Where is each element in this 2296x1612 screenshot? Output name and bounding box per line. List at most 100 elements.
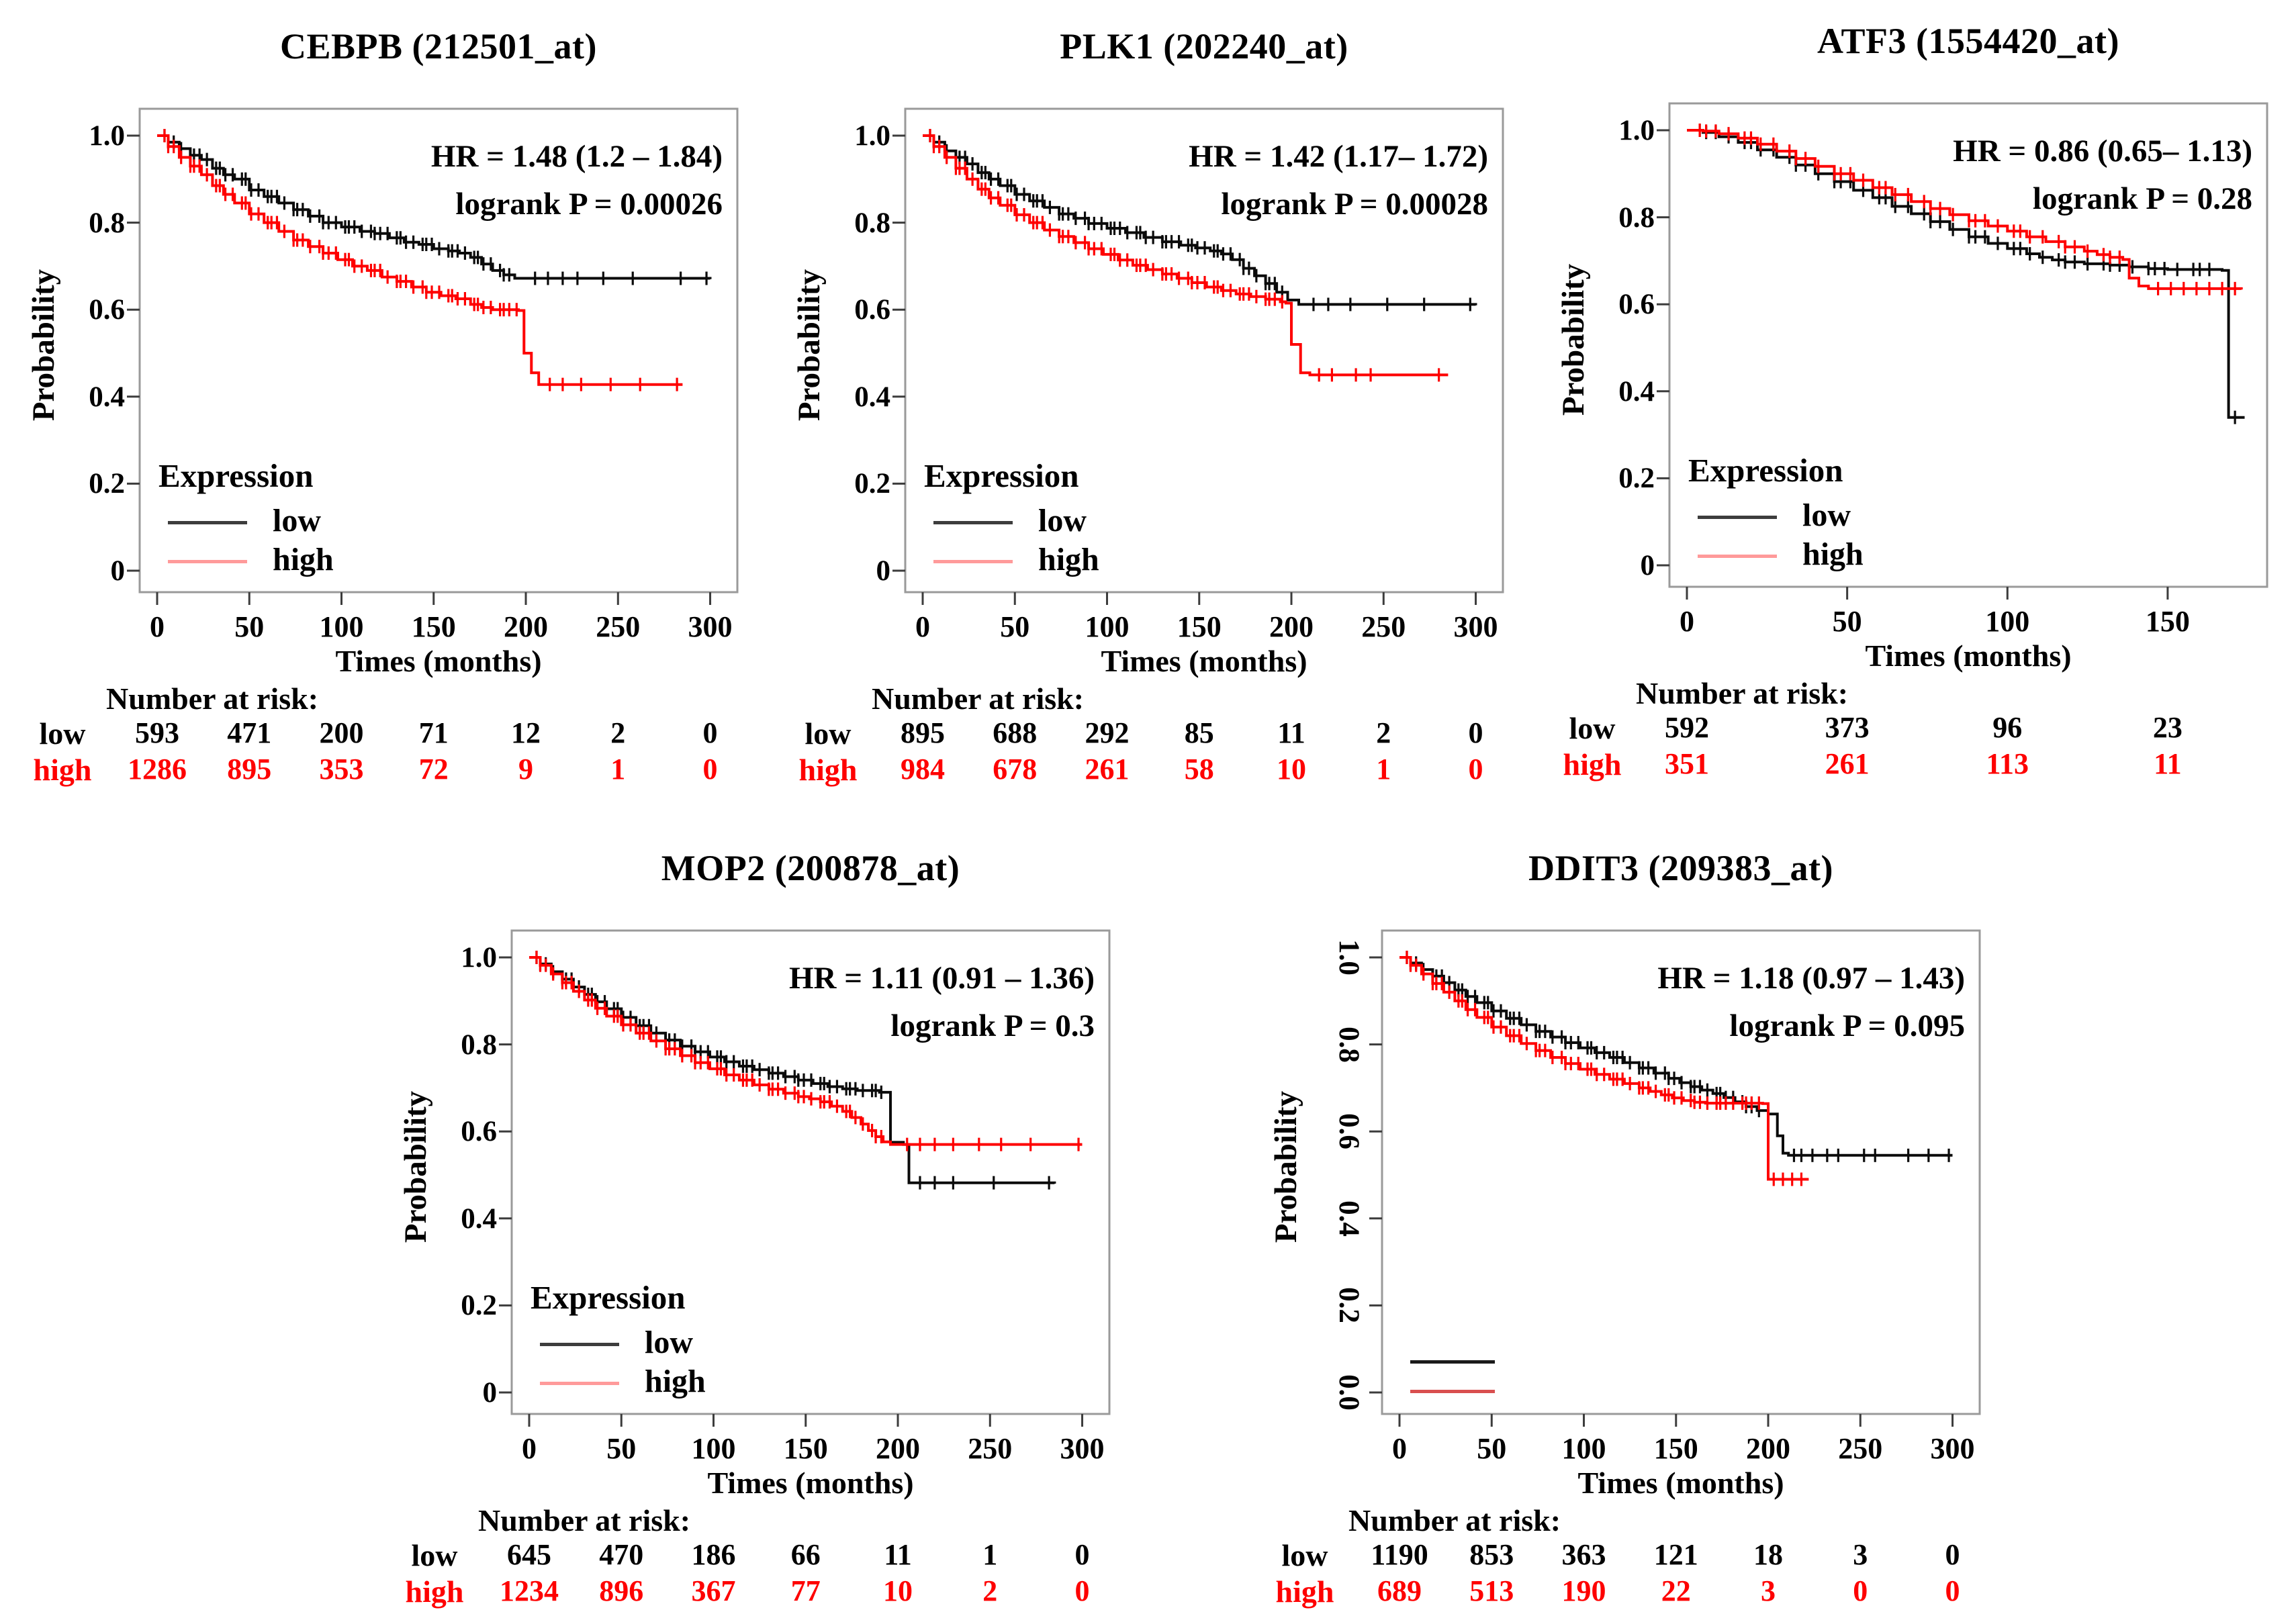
risk-count: 363	[1561, 1538, 1606, 1571]
x-axis-label: Times (months)	[335, 644, 542, 678]
hr-annotation: HR = 1.11 (0.91 – 1.36)	[789, 961, 1095, 996]
km-curve-high	[923, 134, 1449, 377]
x-tick-label: 250	[596, 610, 641, 643]
plot-title: CEBPB (212501_at)	[280, 26, 597, 66]
y-tick-label: 0.4	[854, 381, 890, 413]
risk-count: 190	[1561, 1574, 1606, 1607]
y-tick-label: 0.2	[89, 468, 125, 500]
x-tick-label: 0	[915, 610, 930, 643]
risk-count: 645	[507, 1538, 551, 1571]
hr-annotation: HR = 1.48 (1.2 – 1.84)	[430, 139, 723, 174]
y-tick-label: 0.4	[1333, 1200, 1365, 1237]
risk-row-high: high 1286 895 353 72 9 1 0	[5, 752, 766, 790]
x-tick-label: 50	[234, 610, 265, 643]
plot-frame	[1381, 929, 1981, 1415]
km-curve-high	[157, 134, 683, 386]
risk-count: 113	[1986, 747, 2029, 780]
km-curve-low	[923, 134, 1477, 306]
risk-count: 0	[1074, 1538, 1090, 1571]
x-tick-label: 50	[1832, 605, 1862, 638]
x-tick-label: 150	[1653, 1432, 1698, 1465]
stats-annotation: HR = 1.42 (1.17– 1.72) logrank P = 0.000…	[932, 133, 1488, 228]
logrank-annotation: logrank P = 0.28	[2032, 181, 2252, 216]
risk-row-label-high: high	[33, 753, 92, 787]
x-tick-label: 150	[411, 610, 456, 643]
y-tick-label: 1.0	[89, 120, 125, 152]
risk-row-high: high 1234 896 367 77 10 2 0	[377, 1574, 1138, 1611]
y-tick-label: 1.0	[461, 942, 497, 974]
risk-row-label-low: low	[411, 1538, 458, 1572]
logrank-annotation: logrank P = 0.095	[1729, 1008, 1965, 1043]
y-tick-label: 0.6	[461, 1116, 497, 1148]
risk-row-high: high 984 678 261 58 10 1 0	[771, 752, 1532, 790]
risk-row-label-high: high	[1275, 1574, 1334, 1609]
y-tick-label: 1.0	[1333, 939, 1365, 976]
y-tick-label: 0.6	[1333, 1113, 1365, 1150]
risk-table-title: Number at risk:	[1636, 676, 1849, 710]
plot-frame	[1668, 102, 2268, 588]
x-axis-label: Times (months)	[1577, 1466, 1784, 1500]
risk-count: 186	[691, 1538, 736, 1571]
risk-table-title: Number at risk:	[106, 681, 319, 716]
y-tick-label: 0	[482, 1377, 498, 1409]
risk-count: 261	[1085, 753, 1130, 786]
y-tick-label: 0	[1640, 550, 1655, 581]
risk-count: 18	[1753, 1538, 1784, 1571]
risk-table-title: Number at risk:	[872, 681, 1085, 716]
y-tick-label: 0.8	[89, 207, 125, 239]
risk-row-label-high: high	[798, 753, 858, 787]
risk-count: 513	[1469, 1574, 1514, 1607]
risk-row-low: low 1190 853 363 121 18 3 0	[1248, 1537, 2009, 1575]
x-tick-label: 200	[504, 610, 549, 643]
risk-count: 0	[1468, 716, 1483, 749]
risk-count: 471	[227, 716, 272, 749]
x-tick-label: 150	[2145, 605, 2190, 638]
x-tick-label: 300	[1060, 1432, 1105, 1465]
x-tick-label: 300	[1453, 610, 1498, 643]
logrank-annotation: logrank P = 0.00026	[455, 186, 723, 222]
km-curve-low	[1687, 129, 2245, 419]
risk-count: 593	[135, 716, 179, 749]
risk-count: 688	[993, 716, 1038, 749]
km-plot-plk1: PLK1 (202240_at) HR = 1.42 (1.17– 1.72) …	[771, 8, 1532, 790]
x-tick-label: 250	[1838, 1432, 1883, 1465]
km-curves-canvas	[127, 107, 739, 605]
km-curve-high	[1687, 129, 2243, 290]
plot-frame	[510, 929, 1111, 1415]
risk-row-label-high: high	[1563, 747, 1622, 781]
plot-title: ATF3 (1554420_at)	[1817, 21, 2119, 61]
km-plot-cebpb: CEBPB (212501_at) HR = 1.48 (1.2 – 1.84)…	[5, 8, 766, 790]
plot-frame	[138, 107, 739, 594]
risk-row-label-low: low	[1281, 1538, 1328, 1572]
y-tick-label: 0.6	[854, 294, 890, 326]
risk-row-label-low: low	[805, 716, 852, 751]
risk-count: 66	[790, 1538, 821, 1571]
risk-count: 0	[1945, 1538, 1960, 1571]
hr-annotation: HR = 1.18 (0.97 – 1.43)	[1657, 961, 1965, 996]
x-tick-label: 150	[783, 1432, 828, 1465]
y-tick-label: 1.0	[1618, 115, 1655, 146]
hr-annotation: HR = 0.86 (0.65– 1.13)	[1953, 134, 2252, 169]
risk-count: 58	[1184, 753, 1214, 786]
risk-count: 10	[883, 1574, 913, 1607]
risk-count: 678	[993, 753, 1038, 786]
risk-count: 12	[511, 716, 541, 749]
risk-count: 1	[982, 1538, 998, 1571]
y-tick-label: 0.4	[461, 1202, 497, 1235]
risk-count: 3	[1853, 1538, 1868, 1571]
km-curves-canvas	[499, 929, 1111, 1427]
risk-row-low: low 592 373 96 23	[1535, 710, 2296, 748]
x-tick-label: 100	[1985, 605, 2030, 638]
y-tick-label: 0.8	[1333, 1026, 1365, 1063]
hr-annotation: HR = 1.42 (1.17– 1.72)	[1189, 139, 1488, 174]
risk-count: 292	[1085, 716, 1130, 749]
risk-count: 1234	[500, 1574, 559, 1607]
y-tick-label: 0.4	[1618, 375, 1655, 408]
stats-annotation: HR = 0.86 (0.65– 1.13) logrank P = 0.28	[1696, 128, 2252, 222]
y-tick-label: 0.6	[89, 294, 125, 326]
y-tick-label: 0.4	[89, 381, 125, 413]
risk-count: 72	[418, 753, 449, 786]
y-tick-label: 0.8	[1618, 201, 1655, 234]
risk-count: 11	[1277, 716, 1305, 749]
